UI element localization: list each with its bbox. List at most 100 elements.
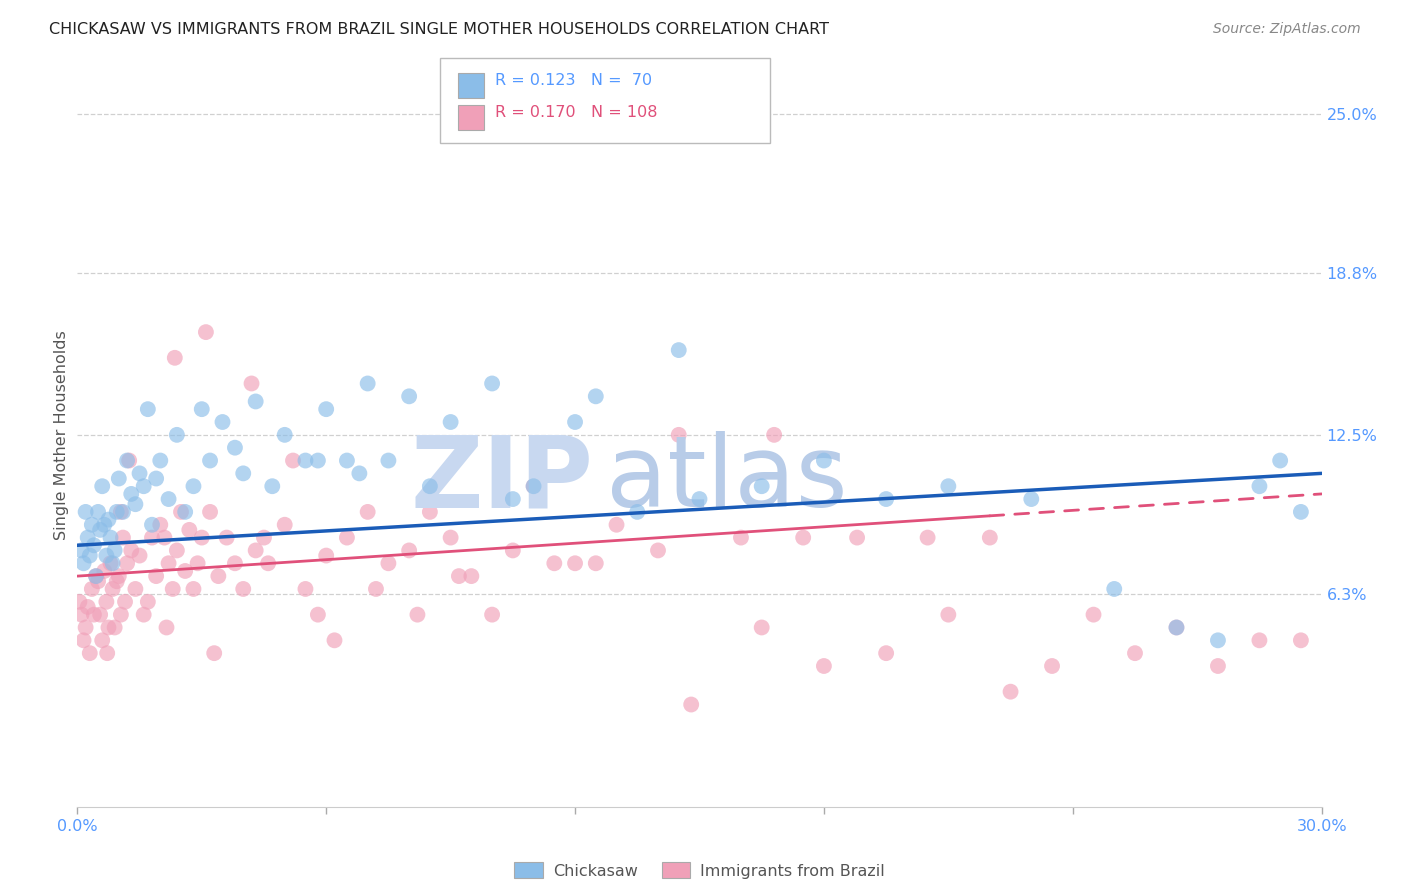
Point bbox=[323, 633, 346, 648]
Point bbox=[89, 523, 111, 537]
Point bbox=[564, 415, 586, 429]
Point bbox=[1270, 453, 1292, 467]
Point bbox=[440, 531, 463, 545]
Point bbox=[111, 531, 134, 545]
Point bbox=[232, 467, 254, 481]
Point bbox=[730, 531, 752, 545]
Point bbox=[157, 491, 180, 506]
Point bbox=[274, 517, 297, 532]
Point bbox=[80, 517, 103, 532]
Point bbox=[96, 549, 118, 563]
Point bbox=[1249, 479, 1271, 493]
Point bbox=[523, 479, 546, 493]
Text: ZIP: ZIP bbox=[411, 431, 593, 528]
Point bbox=[1166, 620, 1188, 634]
Point bbox=[132, 607, 155, 622]
Point bbox=[79, 549, 101, 563]
Point bbox=[281, 453, 304, 467]
Point bbox=[419, 505, 441, 519]
Point bbox=[128, 467, 150, 481]
Point bbox=[191, 402, 214, 417]
Point bbox=[124, 497, 146, 511]
Point bbox=[377, 556, 399, 570]
Point bbox=[111, 505, 134, 519]
Point bbox=[87, 574, 110, 589]
Point bbox=[141, 531, 163, 545]
Point bbox=[79, 646, 101, 660]
Point bbox=[110, 607, 132, 622]
Point bbox=[307, 607, 329, 622]
Point bbox=[136, 595, 159, 609]
Point bbox=[336, 531, 359, 545]
Point bbox=[179, 523, 201, 537]
Point bbox=[294, 582, 316, 596]
Point bbox=[101, 556, 124, 570]
Point bbox=[1249, 633, 1271, 648]
Point bbox=[96, 646, 118, 660]
Point bbox=[128, 549, 150, 563]
Point bbox=[166, 543, 188, 558]
Point bbox=[336, 453, 359, 467]
Point bbox=[668, 428, 690, 442]
Point bbox=[108, 569, 131, 583]
Point bbox=[406, 607, 429, 622]
Text: CHICKASAW VS IMMIGRANTS FROM BRAZIL SINGLE MOTHER HOUSEHOLDS CORRELATION CHART: CHICKASAW VS IMMIGRANTS FROM BRAZIL SING… bbox=[49, 22, 830, 37]
Point bbox=[115, 556, 138, 570]
Text: R = 0.170   N = 108: R = 0.170 N = 108 bbox=[495, 105, 658, 120]
Point bbox=[294, 453, 316, 467]
Point bbox=[155, 620, 177, 634]
Point bbox=[114, 595, 136, 609]
Point bbox=[87, 505, 110, 519]
Point bbox=[183, 582, 205, 596]
Point bbox=[585, 556, 607, 570]
Point bbox=[215, 531, 238, 545]
Point bbox=[307, 453, 329, 467]
Point bbox=[1206, 633, 1229, 648]
Point bbox=[76, 599, 98, 614]
Point bbox=[100, 531, 122, 545]
Point bbox=[543, 556, 565, 570]
Point bbox=[224, 441, 246, 455]
Point bbox=[315, 402, 337, 417]
Point bbox=[481, 607, 503, 622]
Point bbox=[170, 505, 193, 519]
Point bbox=[274, 428, 297, 442]
Point bbox=[792, 531, 814, 545]
Point bbox=[763, 428, 786, 442]
Point bbox=[70, 607, 93, 622]
Point bbox=[72, 556, 94, 570]
Point bbox=[681, 698, 703, 712]
Point bbox=[145, 471, 167, 485]
Point bbox=[245, 543, 267, 558]
Point bbox=[564, 556, 586, 570]
Point bbox=[1331, 620, 1354, 634]
Text: atlas: atlas bbox=[606, 431, 848, 528]
Point bbox=[257, 556, 280, 570]
Point bbox=[377, 453, 399, 467]
Point bbox=[245, 394, 267, 409]
Point bbox=[813, 659, 835, 673]
Point bbox=[1021, 491, 1043, 506]
Point bbox=[70, 543, 93, 558]
Point bbox=[124, 582, 146, 596]
Point bbox=[83, 538, 105, 552]
Point bbox=[67, 595, 90, 609]
Point bbox=[120, 487, 142, 501]
Point bbox=[875, 491, 897, 506]
Point bbox=[187, 556, 209, 570]
Point bbox=[232, 582, 254, 596]
Point bbox=[84, 569, 107, 583]
Point bbox=[1123, 646, 1146, 660]
Point bbox=[202, 646, 225, 660]
Point bbox=[689, 491, 711, 506]
Point bbox=[136, 402, 159, 417]
Point bbox=[96, 595, 118, 609]
Point bbox=[751, 479, 773, 493]
Point bbox=[938, 607, 960, 622]
Point bbox=[198, 453, 221, 467]
Point bbox=[108, 471, 131, 485]
Point bbox=[93, 564, 115, 578]
Point bbox=[262, 479, 284, 493]
Point bbox=[1104, 582, 1126, 596]
Point bbox=[357, 376, 380, 391]
